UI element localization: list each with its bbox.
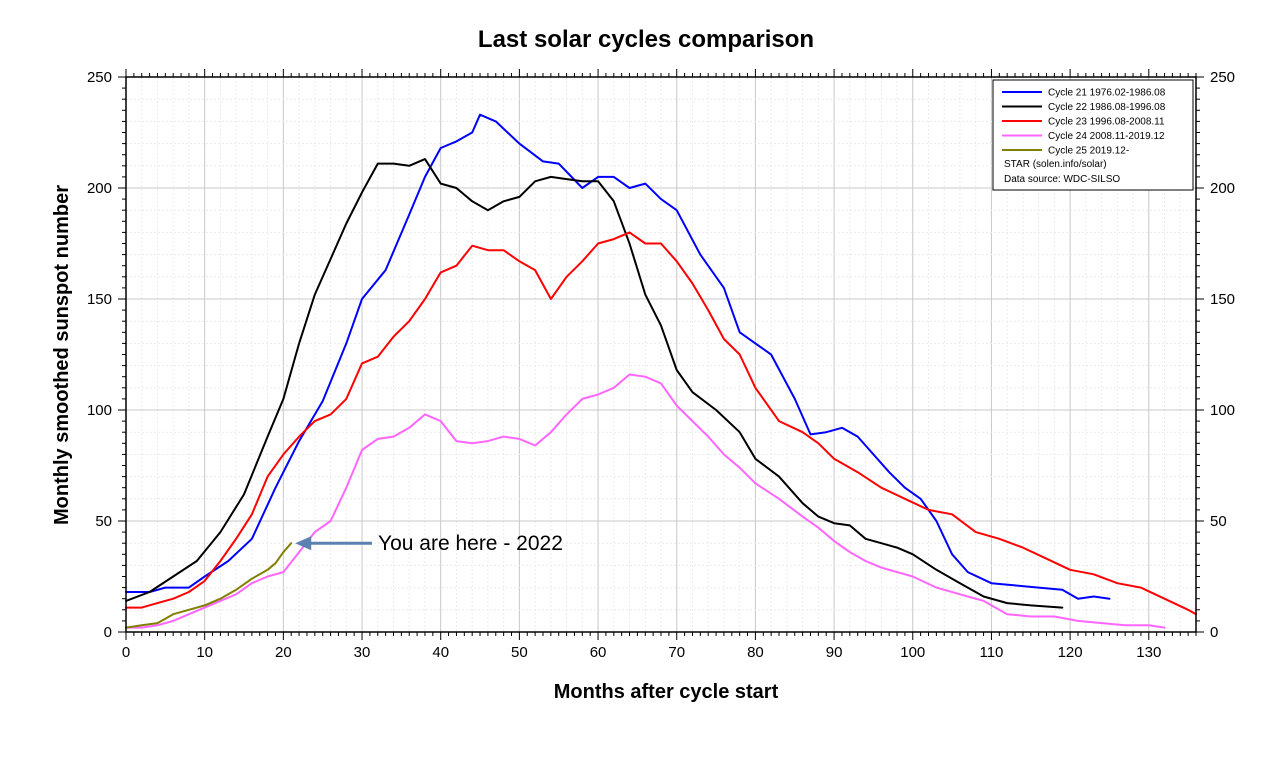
legend-note-source: Data source: WDC-SILSO xyxy=(1004,174,1120,185)
annotation: You are here - 2022 xyxy=(295,532,563,555)
series-line-2 xyxy=(125,158,1064,609)
chart-title: Last solar cycles comparison xyxy=(478,26,814,53)
annotation-label: You are here - 2022 xyxy=(378,532,563,555)
annotation-arrowhead xyxy=(295,536,312,551)
legend-label: Cycle 24 2008.11-2019.12 xyxy=(1048,131,1165,142)
y-tick-labels-left: 0 50 100 150 200 250 xyxy=(87,69,112,641)
legend-note-star: STAR (solen.info/solar) xyxy=(1004,159,1107,170)
x-tick-label: 60 xyxy=(590,644,607,661)
legend-label: Cycle 23 1996.08-2008.11 xyxy=(1048,117,1165,128)
series-line-3 xyxy=(125,231,1197,616)
legend-label: Cycle 22 1986.08-1996.08 xyxy=(1048,102,1166,113)
legend: Cycle 21 1976.02-1986.08 Cycle 22 1986.08… xyxy=(992,79,1194,191)
y-axis-label: Monthly smoothed sunspot number xyxy=(51,185,73,525)
x-tick-label: 120 xyxy=(1058,644,1083,661)
x-tick-label: 90 xyxy=(826,644,843,661)
grid xyxy=(126,77,1196,632)
y-tick-label-right: 150 xyxy=(1210,291,1235,308)
y-tick-label-right: 250 xyxy=(1210,69,1235,86)
legend-label: Cycle 21 1976.02-1986.08 xyxy=(1048,88,1166,99)
x-tick-label: 100 xyxy=(900,644,925,661)
y-tick-label-left: 150 xyxy=(87,291,112,308)
y-tick-label-right: 200 xyxy=(1210,180,1235,197)
y-tick-label-right: 50 xyxy=(1210,513,1227,530)
x-tick-label: 130 xyxy=(1136,644,1161,661)
axis-ticks xyxy=(118,69,1204,640)
series-layer xyxy=(125,113,1197,629)
series-line-5 xyxy=(125,542,293,629)
y-tick-label-left: 200 xyxy=(87,180,112,197)
x-tick-label: 50 xyxy=(511,644,528,661)
legend-label: Cycle 25 2019.12- xyxy=(1048,146,1129,157)
y-tick-label-left: 250 xyxy=(87,69,112,86)
x-tick-label: 80 xyxy=(747,644,764,661)
series-line-4 xyxy=(125,373,1166,629)
series-line-1 xyxy=(125,113,1111,600)
x-tick-label: 20 xyxy=(275,644,292,661)
y-tick-label-left: 100 xyxy=(87,402,112,419)
y-tick-label-left: 0 xyxy=(104,624,112,641)
y-tick-label-left: 50 xyxy=(95,513,112,530)
x-axis-label: Months after cycle start xyxy=(554,681,779,703)
x-tick-label: 10 xyxy=(196,644,213,661)
x-tick-label: 0 xyxy=(122,644,130,661)
y-tick-label-right: 0 xyxy=(1210,624,1218,641)
legend-entries: Cycle 21 1976.02-1986.08 Cycle 22 1986.08… xyxy=(1002,88,1166,157)
x-tick-labels: 0 10 20 30 40 50 60 70 80 90 100 110 120 130 xyxy=(122,644,1161,661)
y-tick-labels-right: 0 50 100 150 200 250 xyxy=(1210,69,1235,641)
x-tick-label: 30 xyxy=(354,644,371,661)
x-tick-label: 110 xyxy=(979,644,1003,661)
x-tick-label: 70 xyxy=(668,644,685,661)
y-tick-label-right: 100 xyxy=(1210,402,1235,419)
x-tick-label: 40 xyxy=(432,644,449,661)
